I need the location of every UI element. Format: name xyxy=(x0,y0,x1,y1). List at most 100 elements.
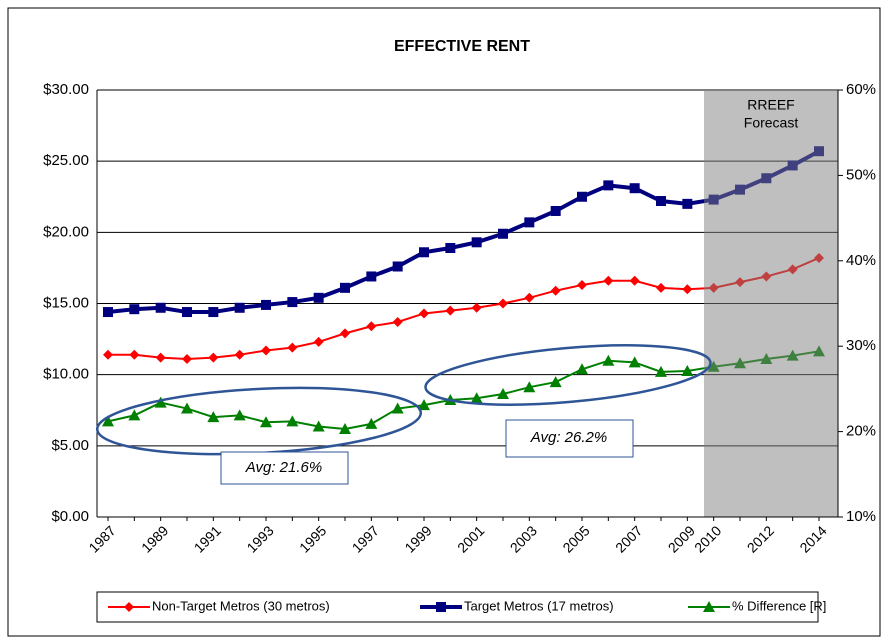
marker xyxy=(577,191,587,202)
marker xyxy=(550,205,561,216)
marker xyxy=(287,342,298,353)
marker xyxy=(366,321,377,332)
marker xyxy=(208,352,219,363)
marker xyxy=(682,284,693,295)
marker xyxy=(436,602,446,612)
marker xyxy=(155,352,166,363)
marker xyxy=(312,420,325,432)
y2-tick-label: 10% xyxy=(846,508,876,525)
marker xyxy=(129,304,140,315)
marker xyxy=(419,308,429,319)
marker xyxy=(524,217,535,228)
series-line xyxy=(108,257,820,361)
y-tick-label: $30.00 xyxy=(43,81,89,98)
y-tick-label: $15.00 xyxy=(43,294,89,311)
marker xyxy=(340,282,350,293)
marker xyxy=(313,336,324,347)
series-line xyxy=(107,149,820,315)
y2-tick-label: 40% xyxy=(846,252,876,269)
marker xyxy=(628,356,641,368)
marker xyxy=(655,365,667,377)
marker xyxy=(524,292,535,303)
chart-title: EFFECTIVE RENT xyxy=(394,38,530,55)
marker xyxy=(392,317,403,328)
marker xyxy=(261,345,271,356)
y2-tick-label: 60% xyxy=(846,81,876,98)
annotation: Avg: 26.2% xyxy=(530,429,607,446)
marker xyxy=(523,381,536,393)
marker xyxy=(391,402,404,414)
marker xyxy=(498,298,508,309)
marker xyxy=(703,601,715,612)
marker xyxy=(656,282,666,293)
marker xyxy=(155,302,166,313)
marker xyxy=(629,183,640,194)
y2-tick-label: 30% xyxy=(846,337,876,354)
marker xyxy=(339,423,351,435)
legend-items: Non-Target Metros (30 metros) Target Metr… xyxy=(108,598,826,613)
marker xyxy=(445,242,456,253)
marker xyxy=(419,247,429,258)
marker xyxy=(234,302,245,313)
marker xyxy=(103,349,113,360)
marker xyxy=(602,354,615,366)
marker xyxy=(207,411,220,423)
marker xyxy=(234,349,245,360)
legend-label: Target Metros (17 metros) xyxy=(464,598,614,613)
y-tick-label: $10.00 xyxy=(43,366,89,383)
marker xyxy=(154,396,167,408)
annotation-box xyxy=(220,451,349,485)
marker xyxy=(681,364,694,376)
marker xyxy=(471,237,482,248)
annotation-box xyxy=(505,419,634,458)
marker xyxy=(286,415,299,427)
marker xyxy=(497,388,509,400)
marker xyxy=(102,415,114,427)
marker xyxy=(365,417,378,429)
marker xyxy=(340,328,350,339)
y-tick-label: $0.00 xyxy=(51,508,89,525)
annotation: Avg: 21.6% xyxy=(245,459,322,476)
marker xyxy=(392,261,403,272)
forecast-label: Forecast xyxy=(744,115,799,131)
marker xyxy=(629,275,640,286)
legend-label: Non-Target Metros (30 metros) xyxy=(152,598,330,613)
forecast-label: RREEF xyxy=(747,97,794,113)
legend-label: % Difference [R] xyxy=(732,598,826,613)
marker xyxy=(182,307,192,318)
marker xyxy=(470,392,483,404)
marker xyxy=(261,299,271,310)
marker xyxy=(682,198,693,209)
marker xyxy=(233,409,246,421)
series-line xyxy=(107,350,820,431)
marker xyxy=(128,409,141,421)
marker xyxy=(603,275,614,286)
y2-tick-label: 50% xyxy=(846,166,876,183)
marker xyxy=(498,228,508,239)
marker xyxy=(103,307,113,318)
marker xyxy=(182,354,192,365)
annotation-oval xyxy=(424,344,712,406)
marker xyxy=(471,302,482,313)
y2-tick-label: 20% xyxy=(846,423,876,440)
marker xyxy=(287,297,298,308)
marker xyxy=(181,402,193,414)
marker xyxy=(445,305,456,316)
marker xyxy=(260,416,272,428)
marker xyxy=(366,271,377,282)
marker xyxy=(577,279,587,290)
marker xyxy=(550,285,561,296)
marker xyxy=(656,196,666,207)
forecast-shade xyxy=(704,90,838,517)
marker xyxy=(129,349,140,360)
y-tick-label: $20.00 xyxy=(43,223,89,240)
marker xyxy=(124,602,134,612)
marker xyxy=(549,376,562,388)
marker xyxy=(313,292,324,303)
y-tick-label: $5.00 xyxy=(51,437,89,454)
marker xyxy=(418,399,430,411)
y-tick-label: $25.00 xyxy=(43,152,89,169)
marker xyxy=(576,363,588,375)
